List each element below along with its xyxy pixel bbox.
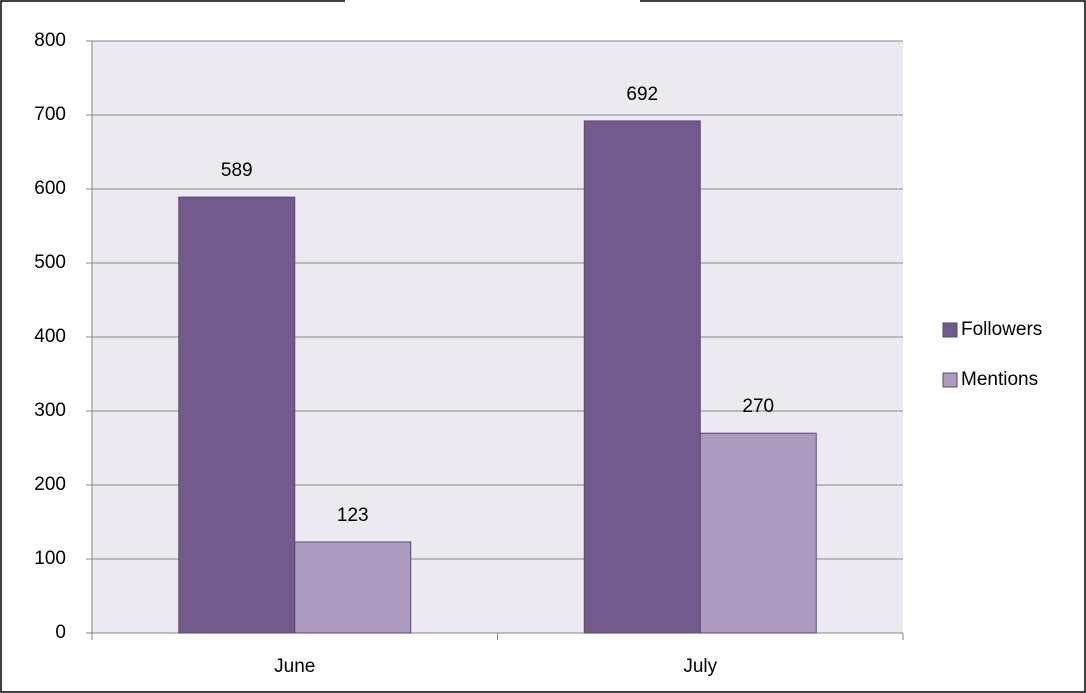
bar <box>583 120 701 634</box>
y-tick-label: 700 <box>34 104 66 125</box>
y-tick-label: 200 <box>34 474 66 495</box>
data-label: 589 <box>221 160 253 181</box>
bar <box>178 196 296 634</box>
bar <box>699 432 817 634</box>
y-tick-label: 0 <box>55 622 66 643</box>
y-tick-label: 800 <box>34 30 66 51</box>
data-label: 692 <box>626 84 658 105</box>
data-label: 270 <box>742 396 774 417</box>
y-tick-label: 600 <box>34 178 66 199</box>
y-tick-label: 300 <box>34 400 66 421</box>
legend-swatch <box>942 372 958 388</box>
data-label: 123 <box>337 505 369 526</box>
x-tick-label: June <box>274 656 315 677</box>
y-tick-label: 100 <box>34 548 66 569</box>
x-tick-label: July <box>683 656 717 677</box>
legend-label: Mentions <box>961 369 1038 390</box>
y-tick-label: 400 <box>34 326 66 347</box>
bar <box>294 541 412 634</box>
legend-swatch <box>942 322 958 338</box>
legend-label: Followers <box>961 319 1042 340</box>
y-tick-label: 500 <box>34 252 66 273</box>
